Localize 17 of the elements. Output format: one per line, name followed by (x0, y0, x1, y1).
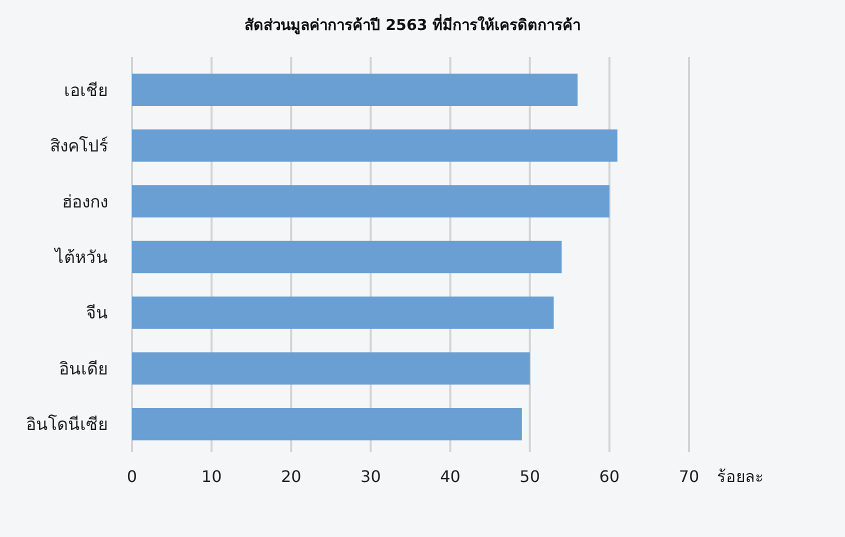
x-tick-label: 0 (126, 467, 138, 486)
x-axis-title: ร้อยละ (717, 467, 764, 486)
y-tick-label: ไต้หวัน (53, 247, 108, 268)
x-tick-label: 70 (678, 467, 700, 486)
x-tick-label: 10 (201, 467, 222, 486)
x-tick-label: 50 (520, 467, 540, 486)
x-tick-label: 40 (440, 467, 460, 486)
y-tick-label: จีน (86, 304, 108, 324)
y-tick-label: อินเดีย (59, 359, 108, 380)
y-tick-label: ฮ่องกง (62, 192, 108, 212)
y-tick-label: เอเชีย (64, 80, 108, 101)
x-tick-label: 30 (360, 467, 381, 486)
chart-title: สัดส่วนมูลค่าการค้าปี 2563 ที่มีการให้เครดิตการค้า (244, 14, 581, 35)
x-tick-label: 20 (280, 467, 302, 486)
y-tick-label: สิงคโปร์ (50, 136, 108, 157)
x-tick-label: 60 (599, 467, 620, 486)
y-tick-label: อินโดนีเซีย (26, 414, 108, 436)
